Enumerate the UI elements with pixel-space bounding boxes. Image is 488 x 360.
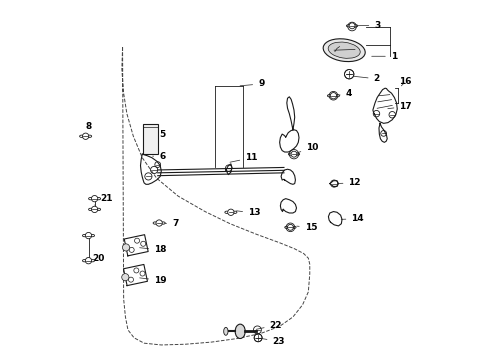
Ellipse shape xyxy=(335,95,339,97)
Ellipse shape xyxy=(97,208,101,211)
Text: 7: 7 xyxy=(162,219,178,228)
Ellipse shape xyxy=(288,153,291,155)
Text: 20: 20 xyxy=(86,254,104,263)
Ellipse shape xyxy=(90,234,94,237)
Text: 12: 12 xyxy=(337,178,360,187)
Ellipse shape xyxy=(353,25,357,27)
Circle shape xyxy=(85,257,91,264)
Text: 13: 13 xyxy=(236,208,260,217)
Text: 19: 19 xyxy=(140,276,166,285)
Text: 5: 5 xyxy=(151,130,165,139)
Text: 11: 11 xyxy=(229,153,257,162)
Ellipse shape xyxy=(82,234,86,237)
Text: 23: 23 xyxy=(259,337,285,346)
Ellipse shape xyxy=(327,95,331,97)
Text: 15: 15 xyxy=(296,223,317,232)
Ellipse shape xyxy=(295,153,299,155)
Ellipse shape xyxy=(88,198,92,200)
Ellipse shape xyxy=(82,260,86,262)
Ellipse shape xyxy=(87,135,91,138)
Text: 10: 10 xyxy=(297,143,318,153)
Circle shape xyxy=(290,151,296,157)
Text: 8: 8 xyxy=(85,122,92,135)
Ellipse shape xyxy=(97,198,101,200)
Circle shape xyxy=(82,133,89,139)
Text: 2: 2 xyxy=(353,75,379,84)
FancyBboxPatch shape xyxy=(143,124,158,154)
Ellipse shape xyxy=(323,39,365,62)
Circle shape xyxy=(122,274,129,281)
Circle shape xyxy=(156,220,162,226)
Circle shape xyxy=(91,195,98,202)
Text: 18: 18 xyxy=(140,246,166,255)
Text: 4: 4 xyxy=(336,89,351,98)
Text: 16: 16 xyxy=(399,77,411,86)
Circle shape xyxy=(122,244,129,251)
Text: 14: 14 xyxy=(341,214,363,223)
Text: 21: 21 xyxy=(94,194,113,205)
Text: 6: 6 xyxy=(152,152,165,161)
Text: 9: 9 xyxy=(240,80,264,89)
Ellipse shape xyxy=(284,226,288,228)
Ellipse shape xyxy=(235,324,244,338)
Ellipse shape xyxy=(80,135,83,138)
Text: 17: 17 xyxy=(387,102,411,111)
Circle shape xyxy=(91,206,98,212)
Circle shape xyxy=(329,93,336,99)
Ellipse shape xyxy=(153,222,157,224)
Ellipse shape xyxy=(161,222,165,224)
Text: 22: 22 xyxy=(256,321,282,330)
Ellipse shape xyxy=(292,226,295,228)
Ellipse shape xyxy=(327,42,360,58)
Circle shape xyxy=(227,209,234,215)
Ellipse shape xyxy=(223,327,227,335)
Ellipse shape xyxy=(224,211,228,213)
Text: 1: 1 xyxy=(371,52,396,61)
Text: 3: 3 xyxy=(357,21,380,30)
Ellipse shape xyxy=(232,211,236,213)
Circle shape xyxy=(287,224,293,230)
Ellipse shape xyxy=(346,25,349,27)
Ellipse shape xyxy=(90,260,94,262)
Circle shape xyxy=(348,23,354,29)
Ellipse shape xyxy=(88,208,92,211)
Circle shape xyxy=(85,233,91,239)
